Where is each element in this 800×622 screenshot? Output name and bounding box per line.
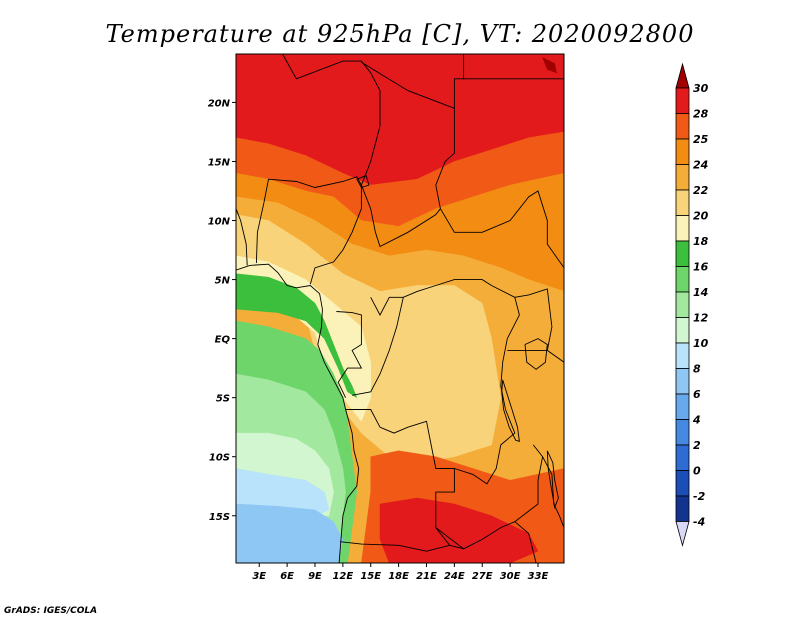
colorbar-label: 24 bbox=[693, 159, 708, 172]
colorbar-label: 10 bbox=[693, 337, 709, 350]
colorbar-box bbox=[675, 164, 690, 191]
border-libya-chad bbox=[361, 54, 465, 109]
border-namibia bbox=[340, 541, 450, 552]
border-mozambique bbox=[514, 521, 537, 563]
border-drc-east bbox=[454, 285, 520, 485]
x-tick-label: 21E bbox=[416, 571, 437, 582]
colorbar-box bbox=[675, 368, 690, 395]
colorbar-box bbox=[675, 189, 690, 216]
colorbar-label: 4 bbox=[692, 414, 701, 427]
x-tick-label: 27E bbox=[472, 571, 493, 582]
colorbar-box bbox=[675, 113, 690, 140]
colorbar-label: -2 bbox=[693, 490, 706, 503]
colorbar-bottom-arrow bbox=[675, 521, 690, 548]
lake-tanganyika bbox=[501, 379, 520, 443]
y-tick-label: 20N bbox=[208, 98, 231, 109]
x-tick-label: 30E bbox=[500, 571, 521, 582]
border-sudan-southsudan bbox=[440, 190, 564, 269]
x-tick-label: 3E bbox=[252, 571, 266, 582]
colorbar-label: 20 bbox=[693, 210, 709, 223]
colorbar-box bbox=[675, 317, 690, 344]
colorbar-box bbox=[675, 138, 690, 165]
colorbar-label: 12 bbox=[693, 312, 709, 325]
y-tick-label: 15N bbox=[208, 157, 231, 168]
field-18 bbox=[236, 273, 358, 399]
colorbar-label: -4 bbox=[693, 516, 705, 529]
colorbar-box bbox=[675, 419, 690, 446]
colorbar-label: 8 bbox=[693, 363, 701, 376]
colorbar-box bbox=[675, 87, 690, 114]
colorbar-label: 2 bbox=[693, 439, 701, 452]
field-22 bbox=[236, 214, 502, 463]
map-layer bbox=[236, 54, 564, 563]
border-algeria-niger bbox=[282, 54, 381, 186]
colorbar-label: 14 bbox=[693, 286, 708, 299]
y-tick-label: 5S bbox=[216, 394, 230, 405]
colorbar-box bbox=[675, 444, 690, 471]
colorbar-box bbox=[675, 266, 690, 293]
field-ocean-8 bbox=[236, 503, 344, 563]
border-layer bbox=[235, 53, 565, 564]
colorbar-box bbox=[675, 495, 690, 522]
border-niger-nigeria bbox=[263, 176, 362, 203]
y-tick-label: EQ bbox=[215, 335, 231, 346]
y-tick-label: 15S bbox=[209, 512, 230, 523]
x-tick-label: 18E bbox=[388, 571, 409, 582]
colorbar-box bbox=[675, 240, 690, 267]
border-car-drc bbox=[370, 279, 492, 316]
border-drc-congo bbox=[352, 297, 404, 396]
colorbar-label: 30 bbox=[693, 82, 709, 95]
colorbar-box bbox=[675, 215, 690, 242]
border-chad-car bbox=[360, 184, 441, 248]
x-tick-label: 15E bbox=[360, 571, 381, 582]
axis-layer: 3E 6E 9E 12E 15E 18E 21E 24E 27E 30E 33E 20N 15N 10N 5… bbox=[208, 98, 549, 582]
x-tick-label: 33E bbox=[528, 571, 549, 582]
colorbar-box bbox=[675, 291, 690, 318]
colorbar-label: 0 bbox=[693, 465, 701, 478]
y-tick-label: 10S bbox=[209, 453, 230, 464]
y-tick-label: 5N bbox=[215, 276, 231, 287]
border-ghana-togo bbox=[236, 208, 248, 266]
lake-victoria bbox=[524, 338, 548, 370]
colorbar-label: 16 bbox=[693, 261, 709, 274]
border-congo-gabon bbox=[336, 311, 363, 398]
x-tick-label: 9E bbox=[308, 571, 322, 582]
lake-chad bbox=[356, 175, 370, 189]
lake-malawi bbox=[546, 450, 559, 510]
border-chad-sudan bbox=[435, 108, 455, 209]
border-nigeria-cameroon bbox=[309, 185, 362, 285]
x-tick-label: 12E bbox=[332, 571, 353, 582]
grads-credit: GrADS: IGES/COLA bbox=[4, 606, 97, 616]
chart-title: Temperature at 925hPa [C], VT: 202009280… bbox=[106, 20, 695, 48]
colorbar-label: 6 bbox=[693, 388, 701, 401]
coastline bbox=[236, 263, 360, 563]
y-tick-label: 10N bbox=[208, 217, 231, 228]
colorbar-label: 18 bbox=[693, 235, 709, 248]
border-uganda-kenya bbox=[514, 288, 564, 363]
colorbar-label: 28 bbox=[693, 108, 709, 121]
border-benin-nigeria bbox=[255, 202, 265, 264]
x-tick-label: 24E bbox=[444, 571, 465, 582]
colorbar-box bbox=[675, 342, 690, 369]
colorbar-top-arrow bbox=[675, 62, 690, 89]
colorbar-box bbox=[675, 393, 690, 420]
colorbar-label: 22 bbox=[693, 184, 709, 197]
plot-frame bbox=[235, 53, 565, 564]
colorbar-box bbox=[675, 470, 690, 497]
field-mountains-north bbox=[542, 56, 557, 74]
x-tick-label: 6E bbox=[280, 571, 294, 582]
colorbar-label: 25 bbox=[693, 133, 709, 146]
